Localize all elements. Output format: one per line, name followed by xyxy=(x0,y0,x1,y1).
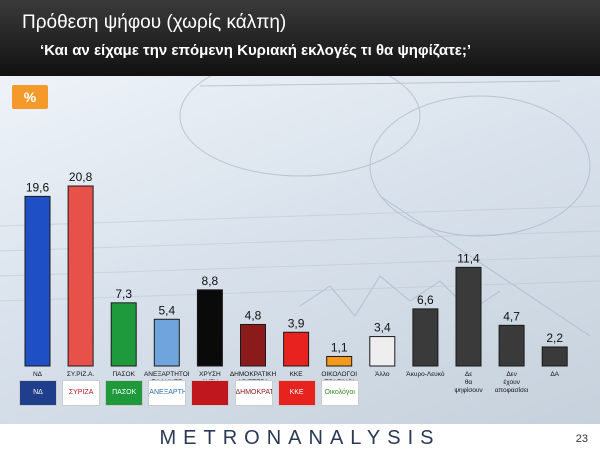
bar-12 xyxy=(541,346,568,367)
party-logo-4 xyxy=(191,380,230,406)
category-label-7-0: ΟΙΚΟΛΟΓΟΙ xyxy=(321,371,357,378)
bar-9 xyxy=(412,308,439,367)
value-label-0: 19,6 xyxy=(26,180,50,194)
category-label-10-2: ψηφίσουν xyxy=(454,386,482,394)
page-number: 23 xyxy=(575,433,588,445)
bar-4 xyxy=(196,289,223,367)
party-logo-3: ΑΝΕΞΑΡΤΗΤΟΙ ΕΛΛΗΝΕΣ xyxy=(148,380,187,406)
party-logo-2: ΠΑΣΟΚ xyxy=(105,380,144,406)
percent-badge: % xyxy=(12,85,48,109)
value-label-3: 5,4 xyxy=(158,303,175,317)
value-label-2: 7,3 xyxy=(115,287,132,301)
party-logo-6: ΚΚΕ xyxy=(277,380,316,406)
bar-10 xyxy=(455,266,482,367)
value-label-7: 1,1 xyxy=(331,340,348,354)
category-label-11-0: Δεν xyxy=(506,371,517,378)
category-label-3-0: ΑΝΕΞΑΡΤΗΤΟΙ xyxy=(144,371,190,378)
bar-chart: 19,6 ΝΔ 20,8 ΣΥ.ΡΙΖ.Α. 7,3 ΠΑΣΟΚ 5,4 ΑΝΕΞΑΡΤΗΤΟ… xyxy=(24,170,568,394)
footer: METRONANALYSIS 23 xyxy=(0,424,600,453)
category-label-10-1: θα xyxy=(465,379,473,386)
party-logo-7: Οικολόγοι Πράσινοι xyxy=(320,380,359,406)
party-logo-5: ΔΗΜΟΚΡΑΤΙΚΗ ΑΡΙΣΤΕΡΑ xyxy=(234,380,273,406)
header: Πρόθεση ψήφου (χωρίς κάλπη) ‘Και αν είχα… xyxy=(0,0,600,76)
value-label-1: 20,8 xyxy=(69,170,93,184)
category-label-4-0: ΧΡΥΣΗ xyxy=(199,371,221,378)
value-label-9: 6,6 xyxy=(417,293,434,307)
bar-1 xyxy=(67,185,94,367)
category-label-9-0: Άκυρο-Λευκό xyxy=(406,370,445,378)
bar-2 xyxy=(110,302,137,367)
value-label-11: 4,7 xyxy=(503,309,520,323)
category-label-8-0: Άλλο xyxy=(375,371,390,378)
value-label-8: 3,4 xyxy=(374,321,391,335)
bar-0 xyxy=(24,195,51,367)
category-label-5-0: ΔΗΜΟΚΡΑΤΙΚΗ xyxy=(230,371,277,378)
category-label-11-2: αποφασίσει xyxy=(495,386,529,394)
value-label-4: 8,8 xyxy=(202,274,219,288)
value-label-6: 3,9 xyxy=(288,316,305,330)
bar-5 xyxy=(240,323,266,367)
category-label-10-0: Δε xyxy=(465,371,472,378)
bar-8 xyxy=(369,336,396,367)
page-subtitle: ‘Και αν είχαμε την επόμενη Κυριακή εκλογ… xyxy=(40,42,472,59)
value-label-12: 2,2 xyxy=(546,331,563,345)
category-label-1-0: ΣΥ.ΡΙΖ.Α. xyxy=(67,371,95,378)
bar-7 xyxy=(326,355,353,367)
brand-logo: METRONANALYSIS xyxy=(159,427,441,449)
bar-6 xyxy=(283,331,310,367)
chart-area: % 19,6 ΝΔ 20,8 ΣΥ.ΡΙΖ.Α. 7,3 ΠΑΣΟΚ 5,4 ΑΝΕΞΑΡΤΗ… xyxy=(0,76,600,424)
page-title: Πρόθεση ψήφου (χωρίς κάλπη) xyxy=(22,12,287,33)
value-label-5: 4,8 xyxy=(245,308,262,322)
party-logo-0: ΝΔ xyxy=(19,380,57,406)
bar-3 xyxy=(153,318,180,367)
party-logo-1: ΣΥΡΙΖΑ xyxy=(62,380,101,406)
category-label-11-1: έχουν xyxy=(503,378,520,386)
category-label-6-0: ΚΚΕ xyxy=(290,371,304,378)
bar-11 xyxy=(498,324,525,367)
value-label-10: 11,4 xyxy=(457,251,480,265)
category-label-0-0: ΝΔ xyxy=(33,371,43,378)
category-label-12-0: ΔΑ xyxy=(550,371,559,378)
category-label-2-0: ΠΑΣΟΚ xyxy=(112,371,135,378)
